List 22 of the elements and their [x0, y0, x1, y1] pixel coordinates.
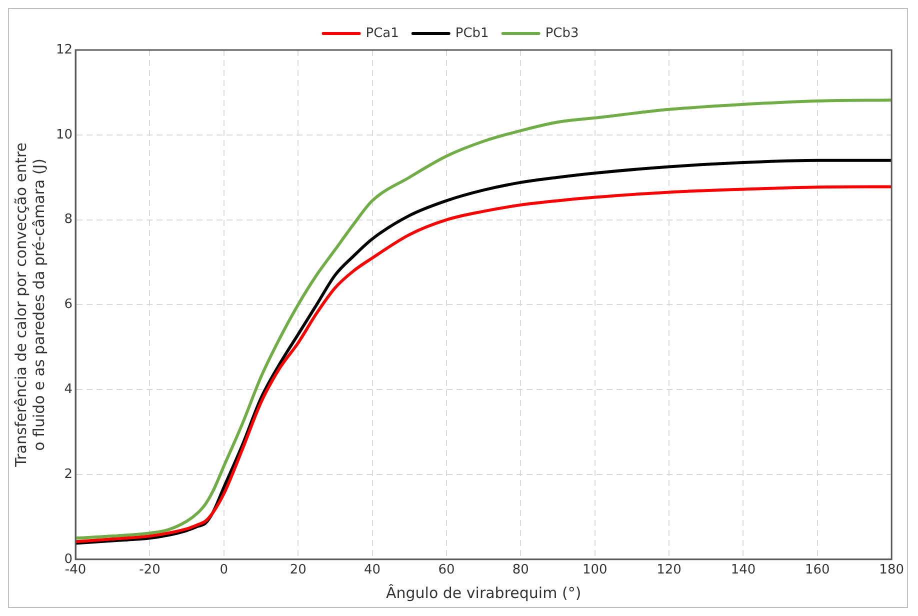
- x-tick-label: 160: [804, 562, 830, 578]
- x-tick-label: 100: [582, 562, 608, 578]
- x-tick-label: -20: [139, 562, 160, 578]
- y-tick-label: 8: [64, 212, 73, 228]
- y-tick-label: 12: [56, 42, 73, 58]
- x-tick-label: 80: [512, 562, 529, 578]
- x-tick-label: 20: [290, 562, 306, 578]
- y-tick-label: 2: [64, 466, 73, 482]
- legend-label: PCa1: [366, 26, 399, 41]
- x-tick-label: 0: [220, 562, 228, 578]
- legend-label: PCb1: [455, 26, 489, 41]
- x-tick-label: 60: [438, 562, 455, 578]
- x-tick-label: 40: [364, 562, 381, 578]
- x-axis-title: Ângulo de virabrequim (°): [386, 584, 582, 602]
- y-tick-label: 4: [64, 382, 73, 397]
- x-tick-label: 120: [656, 562, 682, 578]
- y-tick-label: 10: [56, 127, 73, 142]
- y-axis-title: Transferência de calor por convecção entre o fluido e as paredes da pré-câmara (J): [12, 142, 48, 468]
- y-tick-label: 6: [64, 297, 73, 312]
- legend-label: PCb3: [545, 26, 579, 41]
- x-tick-label: 140: [730, 562, 756, 578]
- x-tick-label: 180: [879, 562, 904, 578]
